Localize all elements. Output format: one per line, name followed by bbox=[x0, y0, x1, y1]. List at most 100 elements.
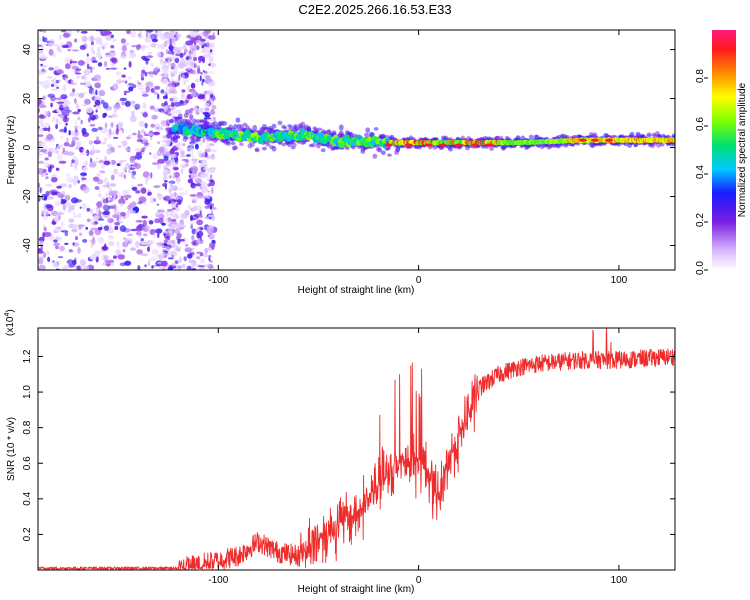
noise-blob bbox=[38, 257, 44, 265]
noise-blob bbox=[129, 247, 137, 252]
noise-blob bbox=[126, 30, 131, 35]
noise-blob bbox=[113, 203, 117, 211]
noise-blob bbox=[62, 32, 71, 38]
noise-blob bbox=[92, 144, 95, 152]
noise-blob bbox=[74, 125, 78, 129]
noise-blob bbox=[68, 249, 73, 253]
noise-blob bbox=[58, 160, 67, 164]
ridge-halo bbox=[377, 147, 383, 153]
noise-blob bbox=[126, 189, 130, 195]
noise-blob bbox=[193, 56, 197, 62]
ridge-peak bbox=[484, 143, 493, 147]
noise-blob bbox=[113, 83, 117, 90]
noise-blob bbox=[204, 216, 210, 219]
noise-blob bbox=[110, 34, 115, 39]
noise-blob bbox=[170, 227, 174, 230]
noise-blob bbox=[125, 164, 132, 169]
noise-blob bbox=[136, 84, 144, 87]
noise-blob bbox=[204, 30, 211, 34]
noise-blob bbox=[150, 123, 155, 128]
noise-blob bbox=[164, 180, 168, 183]
colorbar-label: Normalized spectral amplitude bbox=[737, 82, 748, 217]
noise-blob bbox=[60, 30, 67, 33]
noise-blob bbox=[204, 205, 210, 209]
noise-blob bbox=[129, 49, 135, 54]
noise-blob bbox=[75, 68, 82, 71]
noise-blob bbox=[65, 63, 71, 70]
noise-blob bbox=[210, 62, 216, 68]
noise-blob bbox=[98, 218, 105, 221]
colorbar-ticks: 0.0 0.2 0.4 0.6 0.8 bbox=[695, 69, 708, 275]
noise-blob bbox=[77, 212, 82, 219]
noise-blob bbox=[211, 105, 217, 110]
ridge-halo bbox=[233, 124, 238, 130]
noise-blob bbox=[170, 62, 176, 69]
noise-blob bbox=[169, 182, 173, 190]
noise-blob bbox=[190, 172, 195, 179]
snr-panel: -100 0 100 0.2 0.4 0.6 0.8 1.0 1.2 Height of str… bbox=[4, 309, 676, 595]
noise-blob bbox=[208, 71, 215, 74]
noise-blob bbox=[67, 49, 71, 52]
noise-blob bbox=[92, 176, 100, 182]
noise-blob bbox=[184, 209, 190, 216]
ridge-halo bbox=[233, 145, 238, 151]
noise-blob bbox=[54, 216, 59, 223]
ridge-peak bbox=[604, 138, 613, 142]
noise-blob bbox=[91, 49, 96, 55]
noise-blob bbox=[38, 250, 44, 254]
noise-blob bbox=[165, 88, 170, 95]
noise-blob bbox=[191, 185, 196, 188]
noise-blob bbox=[53, 77, 57, 85]
noise-blob bbox=[179, 100, 184, 104]
ridge-halo bbox=[448, 146, 453, 152]
noise-blob bbox=[125, 147, 131, 152]
noise-blob bbox=[107, 218, 115, 224]
noise-blob bbox=[157, 209, 165, 213]
noise-blob bbox=[110, 122, 114, 128]
noise-blob bbox=[189, 114, 194, 121]
noise-blob bbox=[123, 174, 126, 180]
noise-blob bbox=[38, 168, 45, 175]
noise-blob bbox=[187, 66, 191, 71]
noise-blob bbox=[120, 107, 124, 111]
noise-blob bbox=[169, 193, 173, 200]
noise-blob bbox=[163, 252, 169, 255]
noise-blob bbox=[77, 116, 81, 121]
noise-blob bbox=[94, 36, 103, 43]
ridge-halo bbox=[659, 143, 665, 147]
noise-blob bbox=[57, 122, 63, 125]
noise-blob bbox=[170, 223, 179, 228]
noise-blob bbox=[168, 153, 177, 159]
noise-blob bbox=[74, 93, 80, 96]
noise-blob bbox=[201, 160, 208, 166]
noise-blob bbox=[103, 112, 108, 117]
noise-blob bbox=[68, 223, 75, 229]
noise-blob bbox=[209, 167, 217, 170]
noise-blob bbox=[197, 94, 205, 100]
noise-blob bbox=[136, 249, 143, 255]
noise-blob bbox=[115, 249, 121, 256]
noise-blob bbox=[63, 103, 69, 108]
noise-blob bbox=[157, 245, 165, 248]
noise-blob bbox=[95, 109, 98, 113]
noise-blob bbox=[122, 248, 126, 253]
noise-blob bbox=[202, 69, 205, 73]
noise-blob bbox=[211, 214, 215, 221]
noise-blob bbox=[146, 55, 154, 58]
noise-blob bbox=[211, 153, 215, 159]
ridge-halo bbox=[292, 142, 297, 147]
noise-blob bbox=[144, 122, 148, 129]
noise-blob bbox=[168, 70, 176, 73]
noise-blob bbox=[120, 38, 126, 44]
noise-blob bbox=[62, 74, 66, 78]
noise-blob bbox=[102, 198, 106, 204]
noise-blob bbox=[81, 149, 86, 152]
ridge-core bbox=[298, 128, 307, 135]
noise-blob bbox=[77, 224, 86, 227]
noise-blob bbox=[83, 69, 91, 76]
noise-blob bbox=[199, 71, 203, 75]
noise-blob bbox=[91, 238, 96, 245]
noise-blob bbox=[105, 197, 109, 204]
noise-blob bbox=[105, 35, 112, 41]
snr-ytick-label: 1.2 bbox=[22, 349, 33, 363]
